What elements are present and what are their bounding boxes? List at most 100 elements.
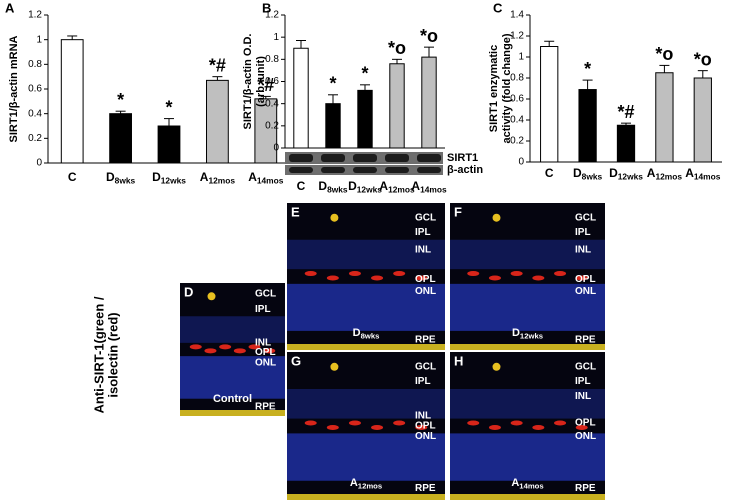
y-tick-label: 0.4 bbox=[265, 98, 279, 109]
x-tick-label-sub: 14mos bbox=[420, 185, 447, 195]
x-tick-label-base: D bbox=[318, 179, 327, 193]
layer-label: IPL bbox=[575, 376, 591, 387]
y-axis-label: SIRT1 enzymatic bbox=[488, 45, 500, 132]
group-label-base: A bbox=[350, 477, 358, 489]
y-tick-label: 1 bbox=[36, 34, 42, 45]
panel-letter: C bbox=[493, 0, 503, 15]
x-tick-label: D8wks bbox=[573, 166, 603, 182]
y-tick-label: 0.6 bbox=[28, 84, 42, 95]
blot-spot bbox=[289, 154, 313, 162]
inner-layer bbox=[450, 239, 605, 270]
rpe-layer bbox=[450, 344, 605, 350]
layer-label: GCL bbox=[575, 212, 596, 223]
group-label: D12wks bbox=[512, 327, 543, 340]
bar bbox=[616, 124, 636, 163]
significance: *o bbox=[388, 38, 406, 58]
vessel bbox=[554, 271, 567, 277]
panel-letter: B bbox=[262, 0, 271, 15]
vessel bbox=[488, 275, 501, 281]
x-tick-label-sub: 12wks bbox=[618, 172, 643, 182]
significance: * bbox=[584, 59, 591, 79]
rpe-layer bbox=[287, 494, 445, 500]
bar bbox=[109, 113, 132, 164]
blot-spot bbox=[417, 167, 441, 173]
vessel bbox=[348, 420, 361, 426]
layer-label: ONL bbox=[575, 286, 596, 297]
x-tick-label: A14mos bbox=[411, 179, 447, 195]
x-tick-label: D12wks bbox=[152, 170, 186, 186]
blot-label: SIRT1 bbox=[447, 152, 478, 164]
vessel bbox=[371, 424, 384, 430]
x-tick-label-base: C bbox=[68, 170, 77, 184]
vessel bbox=[467, 420, 480, 426]
x-tick-label-base: C bbox=[297, 179, 306, 193]
x-tick-label: D8wks bbox=[106, 170, 136, 186]
layer-label: RPE bbox=[415, 334, 436, 345]
layer-label: GCL bbox=[415, 361, 436, 372]
significance: * bbox=[117, 90, 124, 110]
blot-label: β-actin bbox=[447, 164, 483, 176]
vessel bbox=[263, 348, 276, 354]
layer-label: OPL bbox=[415, 274, 436, 285]
bar bbox=[325, 103, 341, 149]
significance: *o bbox=[655, 44, 673, 64]
vessel bbox=[326, 424, 339, 430]
y-tick-label: 0.8 bbox=[510, 73, 524, 84]
blot-spot bbox=[385, 167, 409, 173]
vessel bbox=[415, 424, 428, 430]
y-tick-label: 0.6 bbox=[265, 76, 279, 87]
x-tick-label-sub: 12wks bbox=[357, 185, 382, 195]
significance: * bbox=[361, 64, 368, 84]
vessel bbox=[575, 424, 588, 430]
bar bbox=[578, 89, 597, 163]
layer-label: OPL bbox=[575, 274, 596, 285]
layer-label: RPE bbox=[575, 334, 596, 345]
group-label-sub: 12mos bbox=[358, 481, 382, 490]
y-axis-label: SIRT1/β-actin mRNA bbox=[8, 35, 20, 142]
side-label: Anti-SIRT-1(green / bbox=[91, 296, 106, 413]
significance: *o bbox=[420, 26, 438, 46]
x-tick-label-base: A bbox=[248, 170, 257, 184]
cell bbox=[330, 362, 339, 371]
cell bbox=[492, 213, 501, 222]
x-tick-label: C bbox=[68, 170, 77, 184]
nuclear-layer bbox=[450, 283, 605, 331]
vessel bbox=[393, 271, 406, 277]
layer-label: ONL bbox=[415, 286, 436, 297]
y-tick-label: 0.6 bbox=[510, 94, 524, 105]
vessel bbox=[488, 424, 501, 430]
layer-label: OPL bbox=[415, 421, 436, 432]
bar bbox=[206, 79, 229, 164]
layer-label: ONL bbox=[255, 357, 276, 368]
layer-label: GCL bbox=[415, 212, 436, 223]
group-label-base: Control bbox=[213, 393, 252, 405]
y-tick-label: 0 bbox=[273, 143, 279, 154]
y-tick-label: 0 bbox=[36, 158, 42, 169]
layer-label: INL bbox=[575, 391, 591, 402]
group-label-base: D bbox=[512, 327, 520, 339]
bar bbox=[421, 56, 437, 149]
layer-label: INL bbox=[415, 410, 431, 421]
rpe-layer bbox=[287, 344, 445, 350]
blot-spot bbox=[289, 167, 313, 173]
y-tick-label: 0.2 bbox=[28, 133, 42, 144]
layer-label: ONL bbox=[415, 431, 436, 442]
x-tick-label-base: A bbox=[411, 179, 420, 193]
x-tick-label: D12wks bbox=[609, 166, 643, 182]
group-label: A14mos bbox=[511, 477, 543, 490]
group-label-sub: 8wks bbox=[361, 331, 380, 340]
layer-label: GCL bbox=[255, 288, 276, 299]
inner-layer bbox=[180, 316, 285, 343]
inner-layer bbox=[287, 239, 445, 270]
nuclear-layer bbox=[287, 283, 445, 331]
x-tick-label-sub: 12mos bbox=[655, 172, 682, 182]
layer-label: INL bbox=[415, 245, 431, 256]
vessel bbox=[467, 271, 480, 277]
x-tick-label-sub: 12mos bbox=[208, 176, 235, 186]
x-tick-label-base: D bbox=[609, 166, 618, 180]
x-tick-label: A12mos bbox=[200, 170, 236, 186]
vessel bbox=[189, 344, 202, 350]
x-tick-label: D12wks bbox=[348, 179, 382, 195]
